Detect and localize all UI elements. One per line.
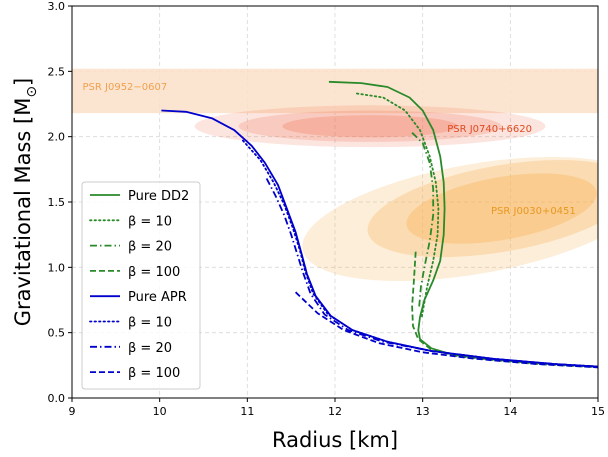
series-dd2-dashdot (411, 132, 435, 307)
constraint-region-j0740 (194, 105, 546, 148)
series-lines (161, 80, 598, 369)
constraint-region-j0740 (282, 115, 458, 138)
constraint-region-j0030 (406, 173, 597, 244)
x-tick-label: 12 (328, 405, 342, 418)
legend: Pure DD2 β = 10 β = 20 β = 100 Pure APR β = 1… (81, 181, 201, 390)
x-tick-label: 15 (591, 405, 605, 418)
legend-label: Pure DD2 (128, 189, 189, 204)
constraint-label-j0952: PSR J0952−0607 (83, 82, 168, 93)
x-tick-label: 11 (240, 405, 254, 418)
constraint-region-j0740 (238, 110, 502, 142)
y-axis-label-sub: ⊙ (24, 86, 40, 98)
y-tick-label: 2.5 (48, 65, 66, 78)
x-tick-label: 14 (503, 405, 517, 418)
constraint-region-j0030 (302, 156, 598, 282)
constraint-region-j0030 (367, 159, 598, 258)
legend-label: β = 100 (128, 366, 180, 381)
y-tick-label: 1.0 (48, 261, 66, 274)
y-axis-ticks: 0.0 0.5 1.0 1.5 2.0 2.5 3.0 (48, 0, 72, 405)
x-axis-label: Radius [km] (272, 428, 398, 452)
y-tick-label: 0.0 (48, 392, 66, 405)
x-axis-ticks: 9 10 11 12 13 14 15 (69, 398, 605, 418)
legend-label: β = 20 (128, 240, 172, 255)
constraint-label-j0740: PSR J0740+6620 (447, 124, 532, 135)
series-dd2-dotted (355, 92, 440, 318)
series-apr-dashdot (265, 178, 598, 368)
y-tick-label: 1.5 (48, 196, 66, 209)
legend-label: β = 100 (128, 265, 180, 280)
y-axis-label-close: ] (11, 78, 35, 86)
x-tick-label: 9 (69, 405, 76, 418)
series-apr-dotted (241, 139, 598, 368)
series-dd2-solid (328, 80, 598, 368)
legend-label: Pure APR (128, 290, 187, 305)
y-tick-label: 0.5 (48, 327, 66, 340)
constraint-label-j0030: PSR J0030+0451 (491, 206, 576, 217)
x-tick-label: 13 (416, 405, 430, 418)
legend-label: β = 10 (128, 316, 172, 331)
legend-label: β = 20 (128, 341, 172, 356)
legend-box (81, 181, 201, 390)
y-tick-label: 2.0 (48, 131, 66, 144)
y-axis-label: Gravitational Mass [M⊙] (11, 78, 40, 327)
constraint-regions: PSR J0952−0607 PSR J0740+6620 PSR J0030+04… (72, 68, 598, 282)
constraint-band-j0952 (72, 68, 598, 114)
series-apr-dashed (294, 291, 598, 369)
x-tick-label: 10 (153, 405, 167, 418)
y-tick-label: 3.0 (48, 0, 66, 13)
legend-label: β = 10 (128, 214, 172, 229)
